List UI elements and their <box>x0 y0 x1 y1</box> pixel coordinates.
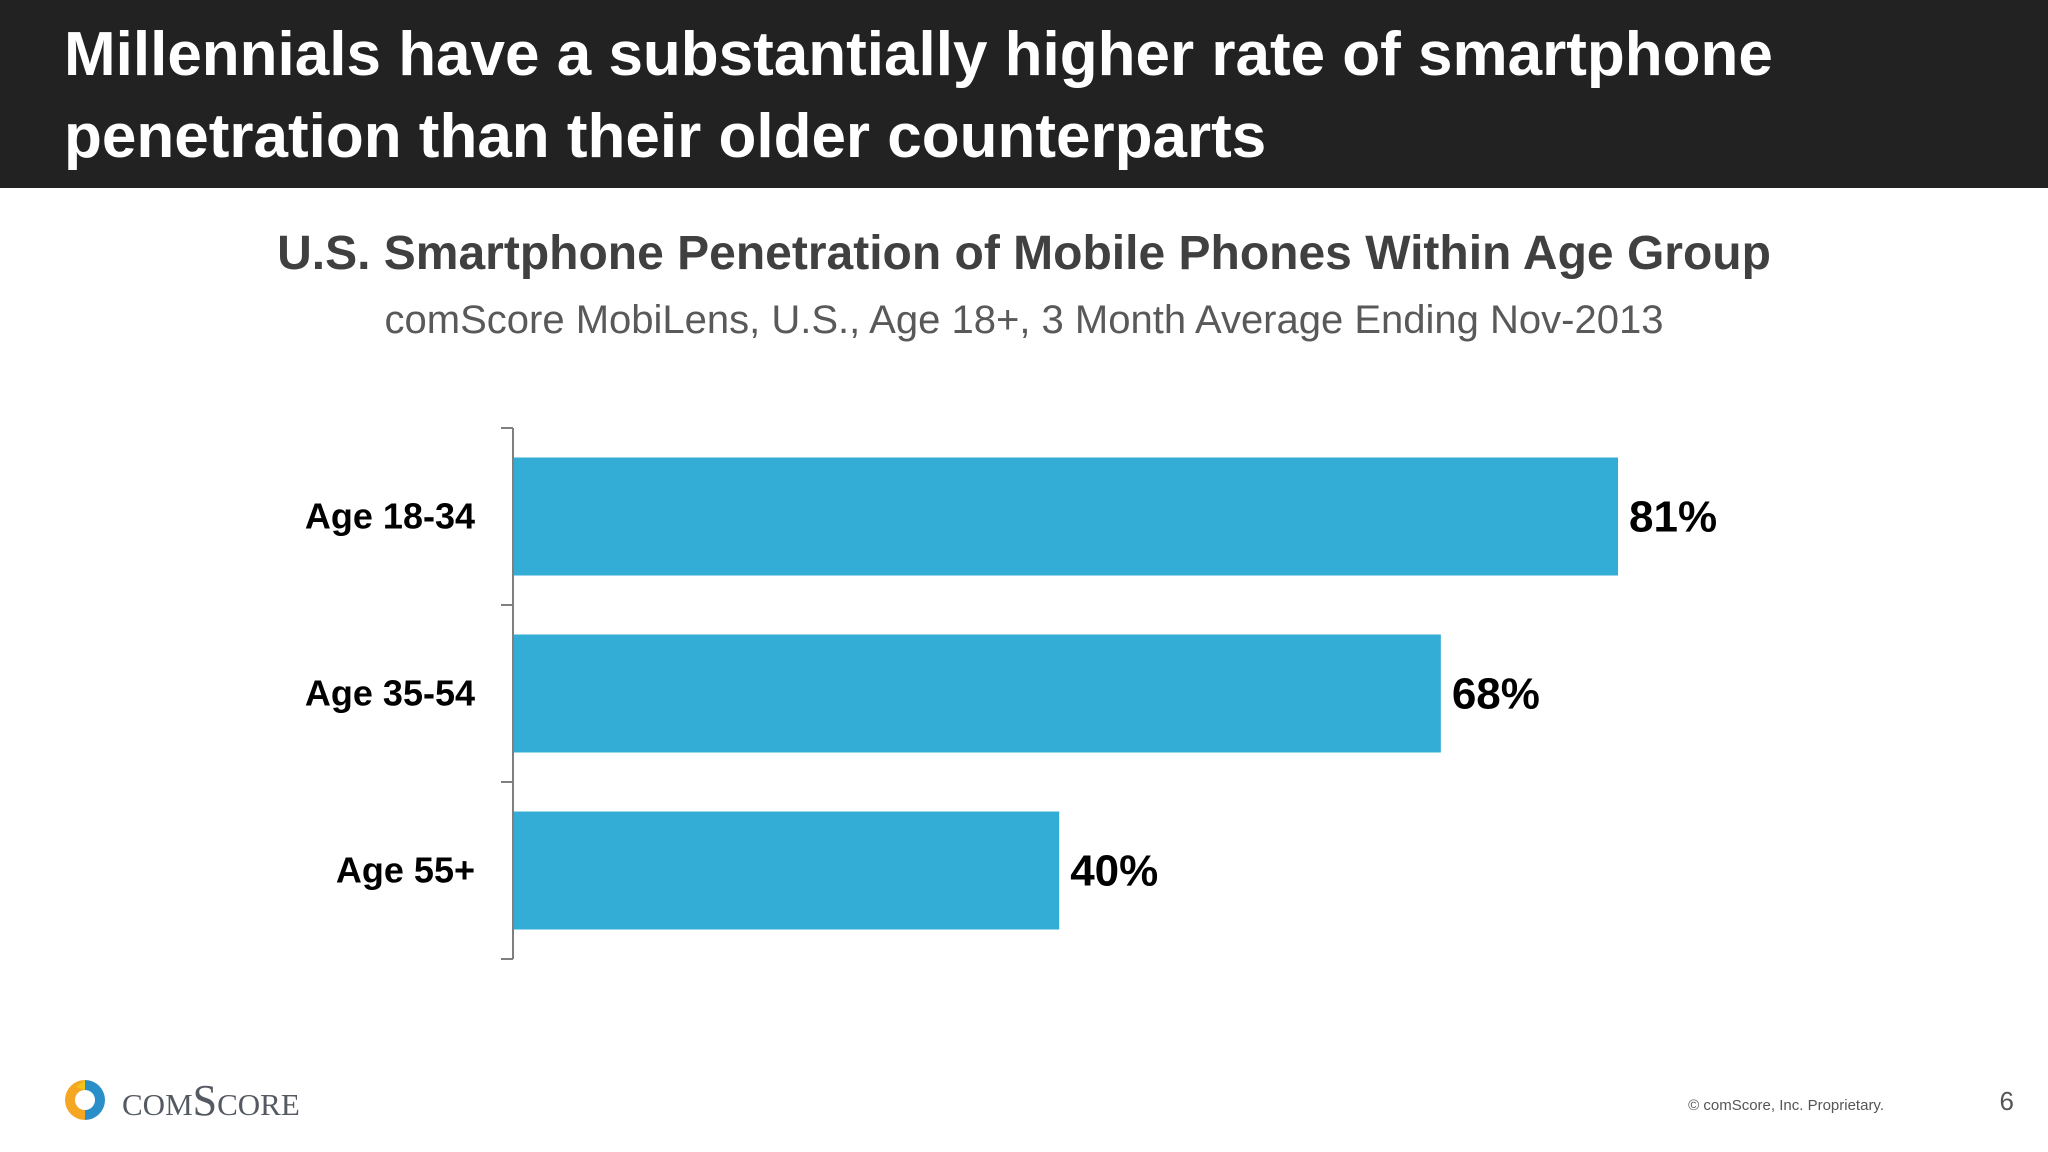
category-label: Age 18-34 <box>305 496 475 537</box>
data-label: 81% <box>1629 493 1717 542</box>
bar-age-55- <box>514 811 1060 930</box>
bar-age-35-54 <box>514 634 1441 753</box>
page-number: 6 <box>1999 1086 2014 1116</box>
comscore-logo-text: comScore <box>122 1075 300 1125</box>
category-label: Age 55+ <box>336 850 475 891</box>
chart-subtitle: comScore MobiLens, U.S., Age 18+, 3 Mont… <box>384 298 1664 342</box>
bar-age-18-34 <box>514 457 1619 576</box>
slide-title: Millennials have a substantially higher … <box>64 20 1773 171</box>
copyright-notice: © comScore, Inc. Proprietary. <box>1688 1097 1884 1114</box>
title-banner: Millennials have a substantially higher … <box>0 0 2048 188</box>
data-label: 68% <box>1452 670 1540 719</box>
comscore-logo: comScore <box>62 1074 300 1126</box>
data-label: 40% <box>1070 847 1158 896</box>
comscore-logo-mark-icon <box>65 1080 105 1120</box>
chart-title: U.S. Smartphone Penetration of Mobile Ph… <box>277 227 1771 280</box>
category-label: Age 35-54 <box>305 673 475 714</box>
